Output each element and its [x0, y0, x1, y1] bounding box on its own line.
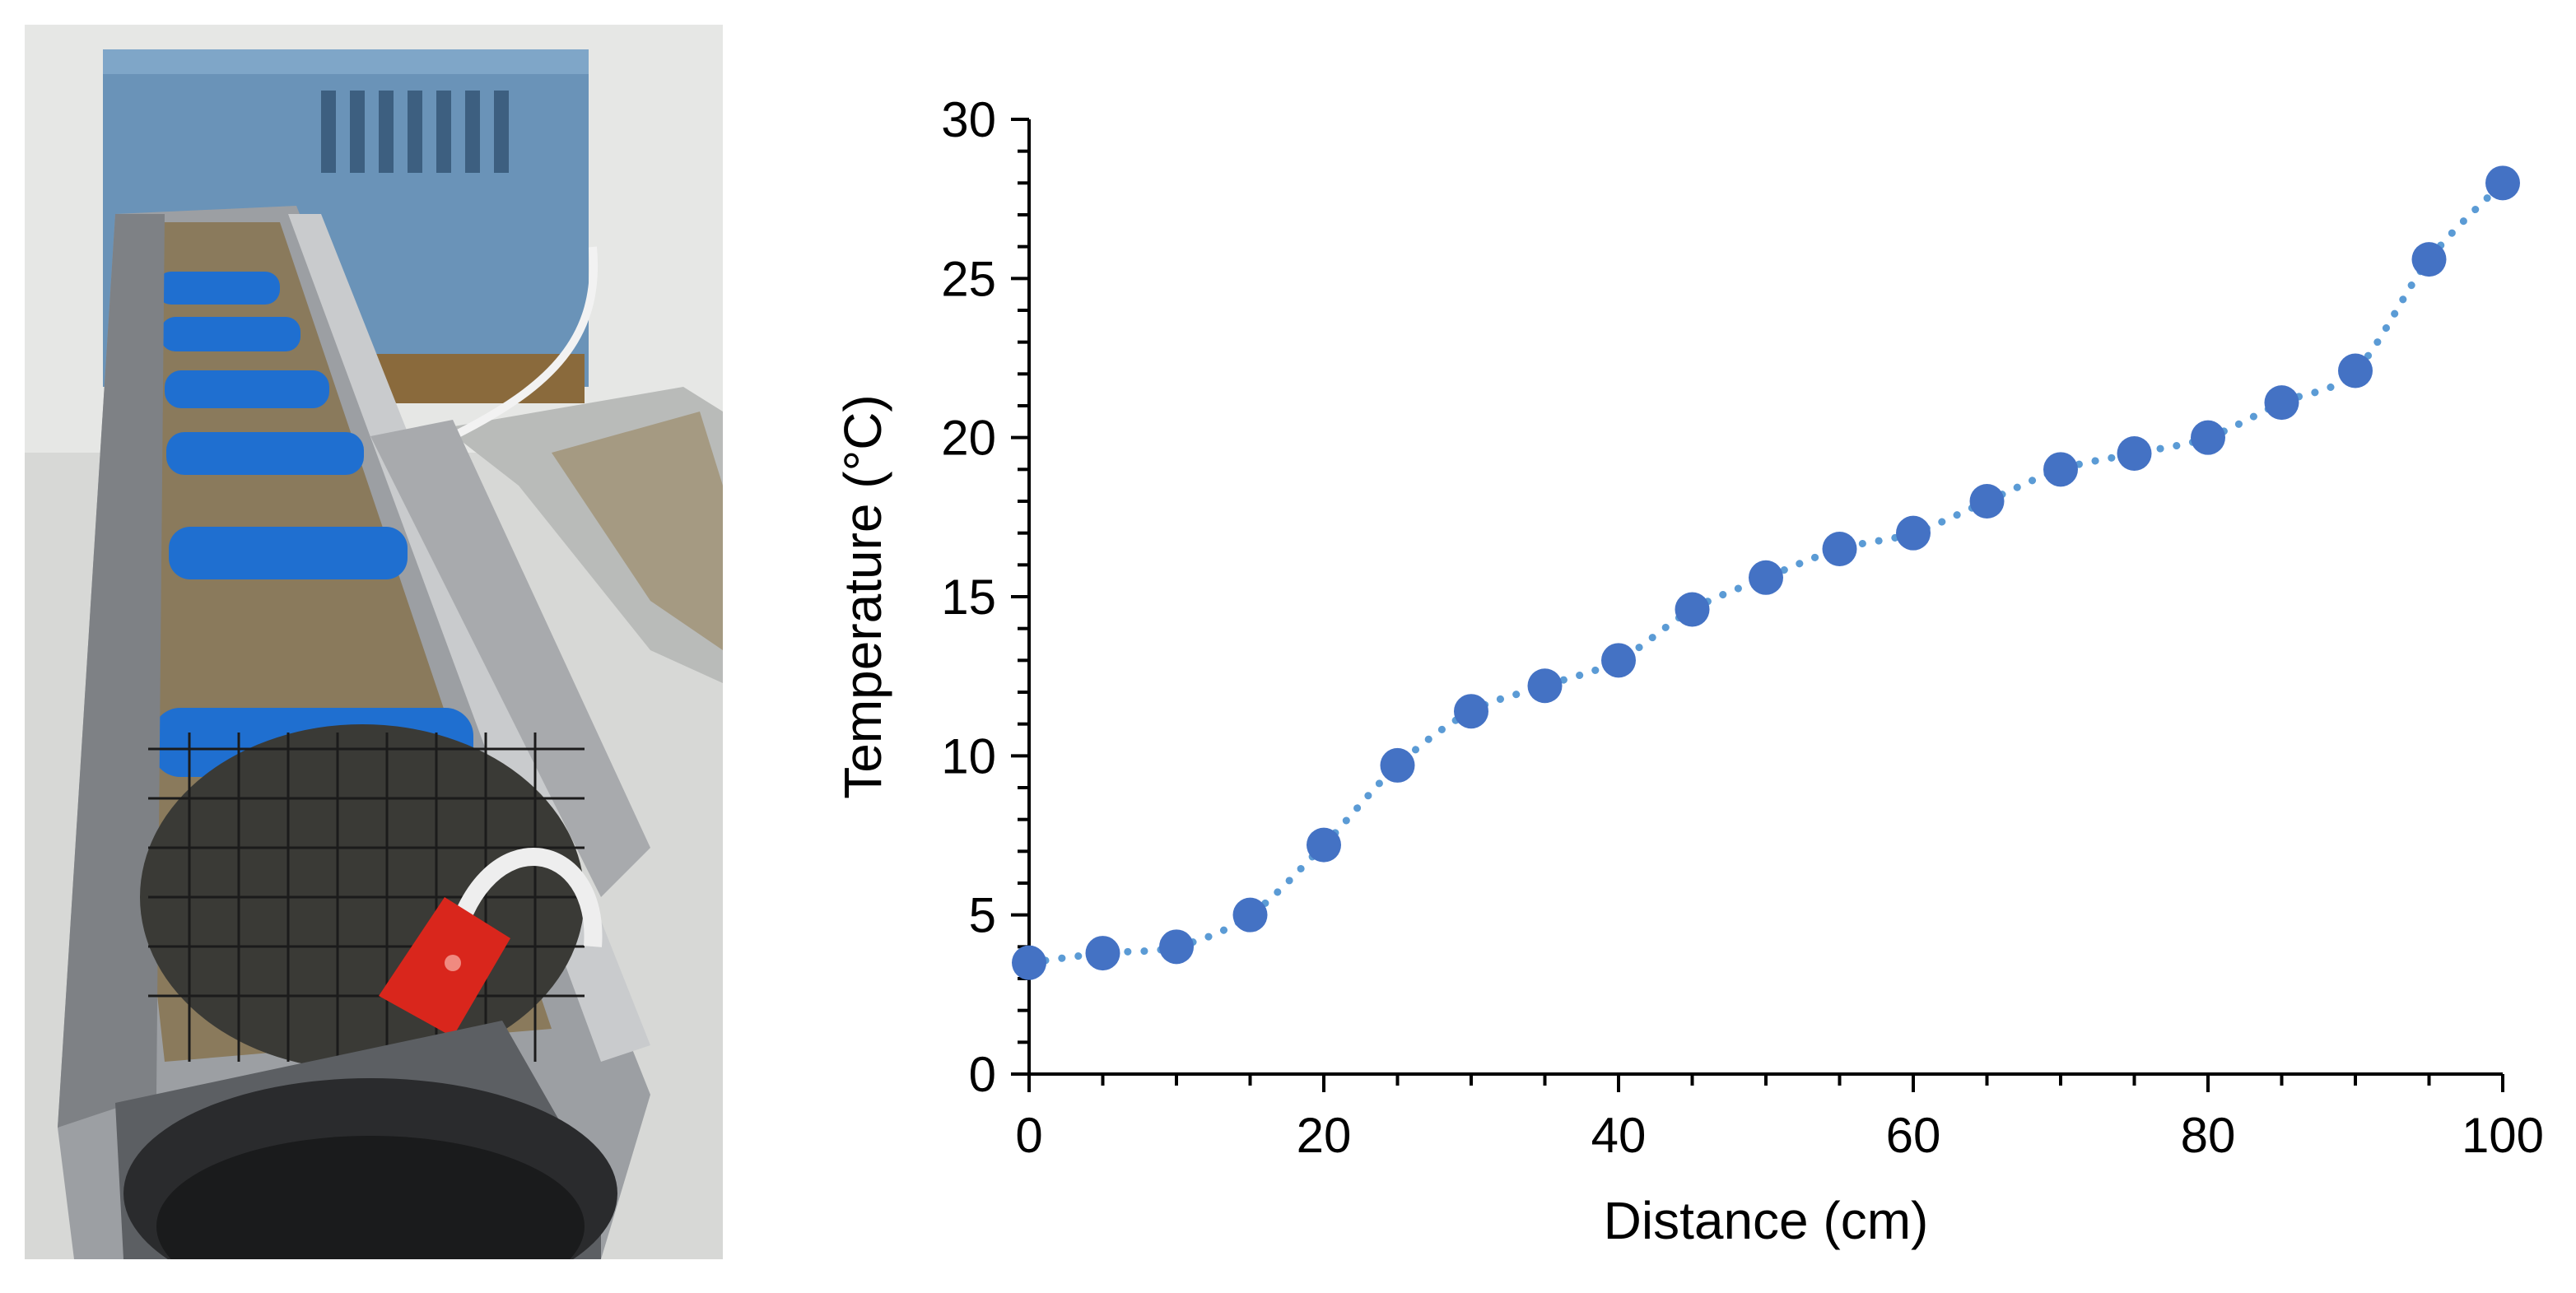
y-tick-label: 25: [941, 251, 996, 306]
data-point: [1969, 484, 2005, 519]
data-point: [2411, 242, 2447, 277]
data-point: [1380, 747, 1415, 783]
data-point: [2485, 165, 2520, 201]
data-point: [2264, 385, 2299, 421]
data-point: [1232, 897, 1268, 933]
x-tick-label: 80: [2181, 1108, 2236, 1163]
data-point: [1822, 532, 1857, 566]
y-tick-label: 10: [941, 728, 996, 784]
data-point: [1896, 515, 1931, 551]
data-point: [1012, 945, 1046, 980]
x-tick-label: 20: [1297, 1108, 1352, 1163]
x-tick-label: 0: [1015, 1108, 1042, 1163]
data-point: [1307, 827, 1341, 863]
red-plug: [379, 897, 510, 1037]
data-point: [1454, 694, 1488, 729]
data-point: [1601, 643, 1636, 678]
data-point: [1527, 668, 1563, 704]
x-tick-label: 100: [2462, 1108, 2544, 1163]
data-point: [1749, 560, 1783, 595]
x-tick-label: 60: [1886, 1108, 1941, 1163]
y-tick-label: 20: [941, 411, 996, 466]
data-point: [1085, 936, 1120, 971]
data-point: [1159, 929, 1194, 965]
apparatus-photo: [25, 25, 723, 1259]
data-point: [2043, 452, 2078, 487]
y-tick-label: 5: [969, 888, 996, 943]
pipe-end: [115, 1021, 617, 1259]
data-point: [2338, 353, 2373, 388]
data-point: [1675, 592, 1710, 627]
x-tick-label: 40: [1591, 1108, 1647, 1163]
y-axis-title: Temperature (°C): [833, 394, 892, 799]
data-point: [2191, 420, 2225, 455]
y-tick-label: 30: [941, 92, 996, 147]
y-tick-label: 0: [969, 1047, 996, 1102]
x-axis-title: Distance (cm): [1604, 1191, 1929, 1250]
data-point: [2117, 436, 2152, 471]
y-tick-label: 15: [941, 570, 996, 625]
